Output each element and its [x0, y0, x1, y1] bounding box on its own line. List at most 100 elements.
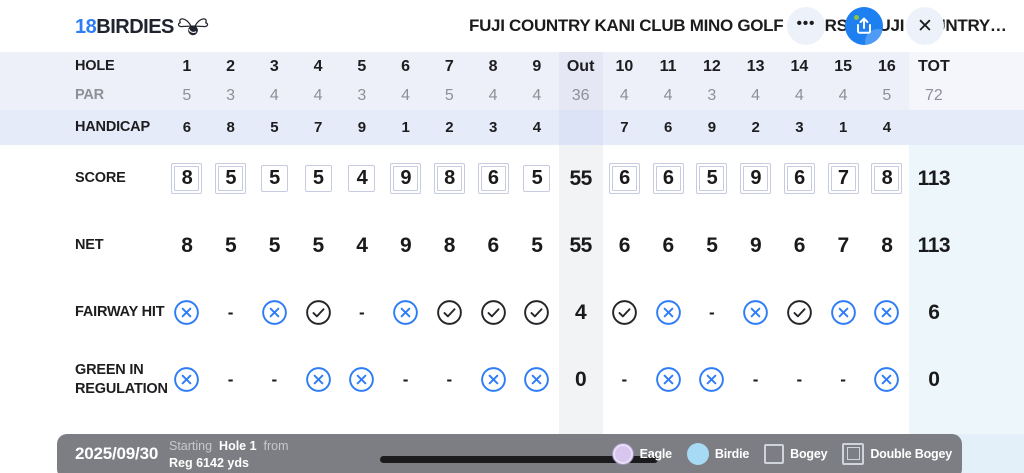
- fairway-cell-9[interactable]: [515, 279, 559, 346]
- net-cell-7: 8: [443, 233, 456, 257]
- net-cell-12: 5: [706, 233, 718, 257]
- score-box-double[interactable]: 5: [215, 163, 247, 194]
- score-cell-9[interactable]: 5: [515, 145, 559, 212]
- score-box-double[interactable]: 6: [652, 163, 684, 194]
- score-cell-16[interactable]: 8: [865, 145, 909, 212]
- score-cell-15[interactable]: 7: [821, 145, 865, 212]
- score-cell-12[interactable]: 5: [690, 145, 734, 212]
- hole-header-10: 10: [615, 57, 634, 75]
- fairway-cell-4[interactable]: [296, 279, 340, 346]
- handicap-cell-2: 8: [226, 119, 235, 136]
- miss-x-icon[interactable]: [655, 366, 682, 393]
- score-cell-14[interactable]: 6: [778, 145, 822, 212]
- horizontal-scrollbar-thumb[interactable]: [380, 456, 658, 463]
- fairway-cell-1[interactable]: [165, 279, 209, 346]
- par-cell-14: 4: [794, 86, 804, 104]
- score-box[interactable]: 4: [348, 165, 376, 192]
- fairway-cell-14[interactable]: [778, 279, 822, 346]
- score-box-double[interactable]: 7: [827, 163, 859, 194]
- score-box-double[interactable]: 8: [171, 163, 203, 194]
- score-cell-4[interactable]: 5: [296, 145, 340, 212]
- fairway-cell-6[interactable]: [384, 279, 428, 346]
- score-cell-7[interactable]: 8: [428, 145, 472, 212]
- score-cell-13[interactable]: 9: [734, 145, 778, 212]
- score-cell-1[interactable]: 8: [165, 145, 209, 212]
- miss-x-icon[interactable]: [173, 366, 200, 393]
- filler-cell-15: [821, 413, 865, 434]
- fairway-cell-15[interactable]: [821, 279, 865, 346]
- gir-cell-5[interactable]: [340, 346, 384, 413]
- filler-cell-6: [384, 413, 428, 434]
- score-box-double[interactable]: 6: [608, 163, 640, 194]
- score-cell-2[interactable]: 5: [209, 145, 253, 212]
- score-cell-11[interactable]: 6: [646, 145, 690, 212]
- row-label-hole: HOLE: [75, 58, 115, 75]
- row-label-net: NET: [75, 237, 104, 254]
- fairway-cell-13[interactable]: [734, 279, 778, 346]
- miss-x-icon[interactable]: [742, 299, 769, 326]
- miss-x-icon[interactable]: [655, 299, 682, 326]
- miss-x-icon[interactable]: [392, 299, 419, 326]
- hit-check-icon[interactable]: [480, 299, 507, 326]
- score-box[interactable]: 5: [523, 165, 551, 192]
- fairway-cell-2: -: [227, 302, 234, 322]
- score-box-double[interactable]: 9: [390, 163, 422, 194]
- score-cell-10[interactable]: 6: [603, 145, 647, 212]
- score-box[interactable]: 5: [260, 165, 288, 192]
- score-box-double[interactable]: 6: [783, 163, 815, 194]
- miss-x-icon[interactable]: [261, 299, 288, 326]
- miss-x-icon[interactable]: [173, 299, 200, 326]
- close-button[interactable]: ✕: [906, 7, 944, 45]
- legend-item-bogey: Bogey: [764, 443, 828, 464]
- gir-cell-12[interactable]: [690, 346, 734, 413]
- more-options-button[interactable]: •••: [787, 7, 825, 45]
- miss-x-icon[interactable]: [480, 366, 507, 393]
- score-box-double[interactable]: 6: [477, 163, 509, 194]
- miss-x-icon[interactable]: [305, 366, 332, 393]
- gir-cell-4[interactable]: [296, 346, 340, 413]
- hit-check-icon[interactable]: [305, 299, 332, 326]
- gir-cell-9[interactable]: [515, 346, 559, 413]
- hole-header-3: 3: [269, 57, 279, 75]
- miss-x-icon[interactable]: [873, 299, 900, 326]
- score-box-double[interactable]: 8: [871, 163, 903, 194]
- score-cell-6[interactable]: 9: [384, 145, 428, 212]
- fairway-cell-16[interactable]: [865, 279, 909, 346]
- miss-x-icon[interactable]: [830, 299, 857, 326]
- fairway-cell-11[interactable]: [646, 279, 690, 346]
- hole-header-14: 14: [790, 57, 809, 75]
- fairway-cell-12: -: [709, 302, 715, 322]
- fairway-cell-10[interactable]: [603, 279, 647, 346]
- hole-header-5: 5: [357, 57, 367, 75]
- score-box-double[interactable]: 8: [433, 163, 465, 194]
- score-cell-3[interactable]: 5: [253, 145, 297, 212]
- legend-item-eagle: Eagle: [611, 442, 672, 465]
- miss-x-icon[interactable]: [873, 366, 900, 393]
- hit-check-icon[interactable]: [611, 299, 638, 326]
- fairway-cell-8[interactable]: [471, 279, 515, 346]
- gir-cell-16[interactable]: [865, 346, 909, 413]
- score-cell-Out: 55: [558, 145, 603, 212]
- gir-cell-7: -: [446, 369, 453, 389]
- fairway-cell-7[interactable]: [428, 279, 472, 346]
- gir-cell-1[interactable]: [165, 346, 209, 413]
- filler-cell-16: [865, 413, 909, 434]
- miss-x-icon[interactable]: [523, 366, 550, 393]
- miss-x-icon[interactable]: [698, 366, 725, 393]
- hit-check-icon[interactable]: [786, 299, 813, 326]
- filler-cell-10: [603, 413, 647, 434]
- share-button[interactable]: [845, 7, 883, 45]
- hit-check-icon[interactable]: [436, 299, 463, 326]
- fairway-cell-3[interactable]: [253, 279, 297, 346]
- miss-x-icon[interactable]: [348, 366, 375, 393]
- score-cell-5[interactable]: 4: [340, 145, 384, 212]
- hit-check-icon[interactable]: [523, 299, 550, 326]
- gir-cell-8[interactable]: [471, 346, 515, 413]
- gir-cell-11[interactable]: [646, 346, 690, 413]
- handicap-cell-8: 3: [488, 119, 498, 136]
- score-box-double[interactable]: 9: [740, 163, 772, 194]
- score-cell-8[interactable]: 6: [471, 145, 515, 212]
- score-box[interactable]: 5: [304, 165, 332, 192]
- score-box-double[interactable]: 5: [696, 163, 728, 194]
